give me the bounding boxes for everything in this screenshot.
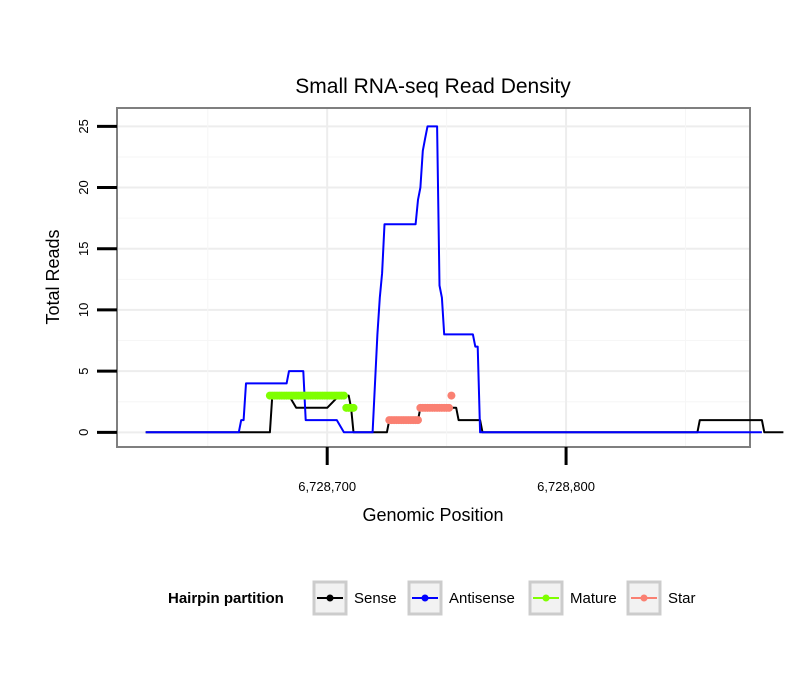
legend-item-antisense: Antisense <box>407 580 515 616</box>
x-tick-label: 6,728,800 <box>537 479 595 494</box>
series-mature <box>265 391 358 412</box>
point-star <box>447 391 456 400</box>
legend-item-mature: Mature <box>528 580 617 616</box>
legend-key-point <box>421 594 429 602</box>
y-axis: 0 5 10 15 20 25 <box>76 119 117 436</box>
chart-title: Small RNA-seq Read Density <box>295 75 571 98</box>
x-axis-title: Genomic Position <box>362 505 503 525</box>
y-tick-label: 15 <box>76 242 91 256</box>
grid-lines <box>117 108 750 447</box>
panel-border <box>116 107 751 448</box>
point-mature <box>339 391 348 400</box>
legend-item-sense: Sense <box>312 580 397 616</box>
y-tick-label: 25 <box>76 119 91 133</box>
x-axis: 6,728,700 6,728,800 <box>298 447 595 494</box>
point-mature <box>349 403 358 412</box>
panel-background <box>117 108 750 447</box>
y-tick-label: 0 <box>76 429 91 436</box>
point-star <box>445 403 454 412</box>
series-layer <box>145 125 784 434</box>
series-line-antisense <box>145 125 762 434</box>
legend-label-antisense: Antisense <box>449 590 515 607</box>
point-star <box>413 416 422 425</box>
legend-key-point <box>542 594 550 602</box>
y-tick-label: 10 <box>76 303 91 317</box>
y-axis-title: Total Reads <box>43 229 63 324</box>
legend-label-mature: Mature <box>570 590 617 607</box>
legend-key-point <box>326 594 334 602</box>
x-tick-label: 6,728,700 <box>298 479 356 494</box>
legend-label-sense: Sense <box>354 590 397 607</box>
y-tick-label: 5 <box>76 368 91 375</box>
legend: Hairpin partition Sense Antisense Mature St… <box>168 580 696 616</box>
legend-label-star: Star <box>668 590 696 607</box>
legend-title: Hairpin partition <box>168 590 284 607</box>
plot-panel <box>116 107 751 448</box>
legend-item-star: Star <box>626 580 696 616</box>
legend-key-point <box>640 594 648 602</box>
y-tick-label: 20 <box>76 180 91 194</box>
series-star <box>385 391 456 425</box>
